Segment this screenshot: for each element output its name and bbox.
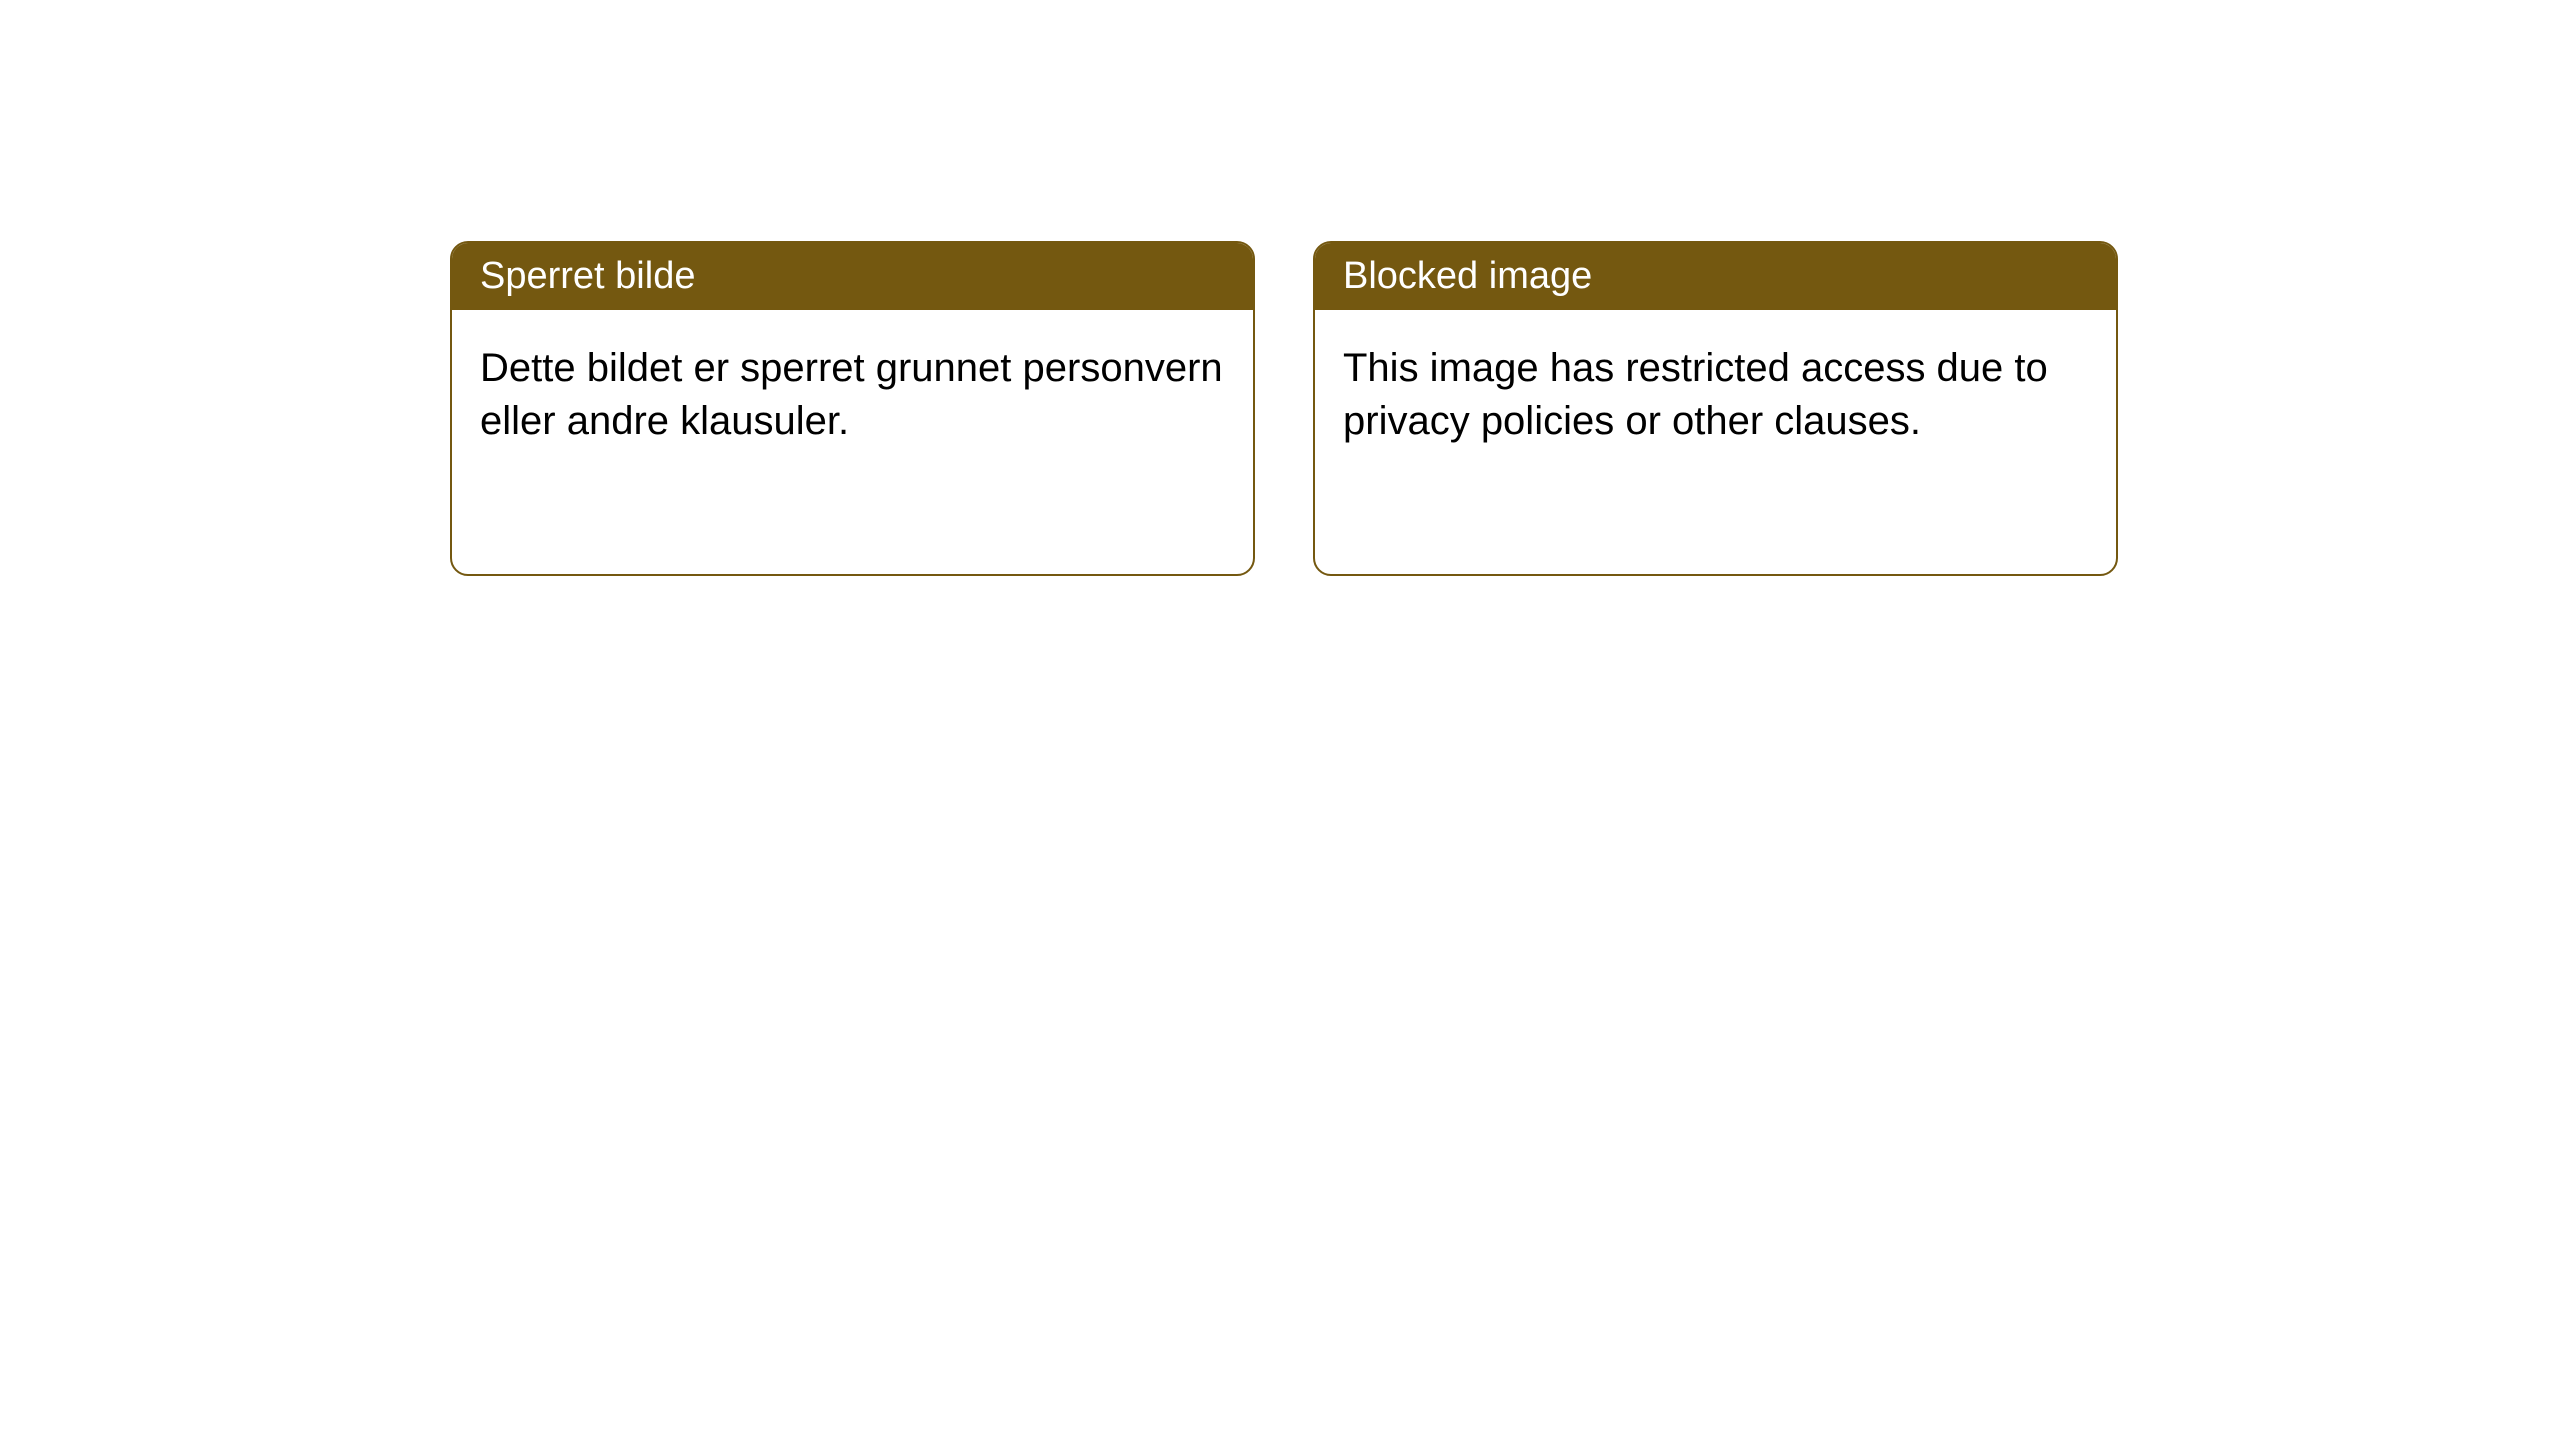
notice-card-english: Blocked image This image has restricted … [1313,241,2118,576]
card-body-english: This image has restricted access due to … [1315,310,2116,480]
card-header-norwegian: Sperret bilde [452,243,1253,310]
card-text-english: This image has restricted access due to … [1343,346,2048,443]
card-header-english: Blocked image [1315,243,2116,310]
card-title-norwegian: Sperret bilde [480,255,695,297]
card-body-norwegian: Dette bildet er sperret grunnet personve… [452,310,1253,480]
card-title-english: Blocked image [1343,255,1592,297]
notice-card-norwegian: Sperret bilde Dette bildet er sperret gr… [450,241,1255,576]
card-text-norwegian: Dette bildet er sperret grunnet personve… [480,346,1223,443]
notice-cards-container: Sperret bilde Dette bildet er sperret gr… [0,0,2560,576]
